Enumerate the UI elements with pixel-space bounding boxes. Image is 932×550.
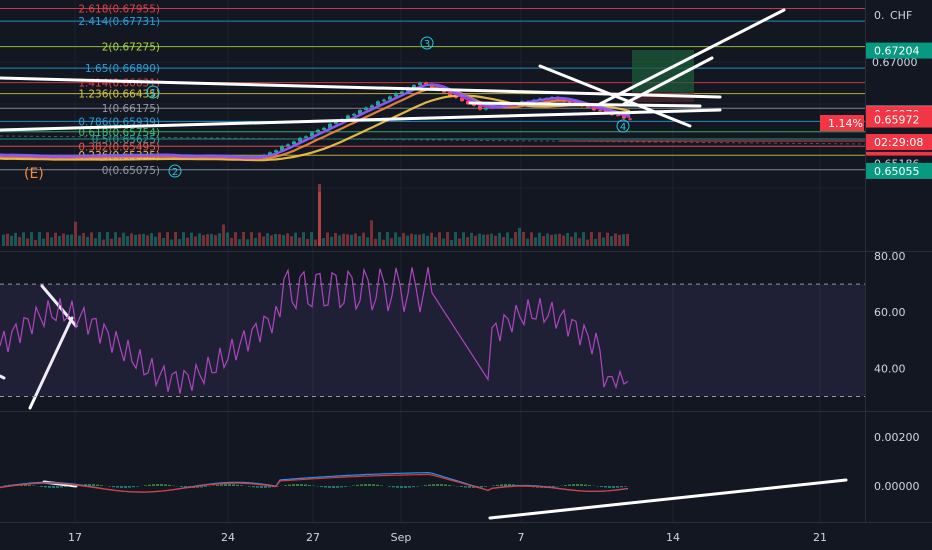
price-tag-text: 0.67204 [874,45,920,58]
fib-level-label: 1.236(0.66435) [78,89,160,101]
wave-label-e[interactable]: (E) [24,166,44,182]
rsi-band [0,284,865,397]
rsi-line [0,267,629,394]
rsi-tick: 40.00 [874,362,906,375]
long-position-stop-box[interactable] [632,92,694,102]
fib-level-label: 1.65(0.66890) [85,63,160,75]
wave-circle [146,85,160,99]
elliott-wave-labels[interactable]: (E) 1 2 3 4 [24,36,630,182]
wave-label-4[interactable]: 4 [620,122,626,133]
fib-level-label: 0.618(0.65754) [78,127,160,139]
time-label: Sep [391,531,412,544]
top-price-label: 0. [874,9,885,22]
trendline-drawings[interactable] [0,8,848,520]
fib-level-label: 0.382(0.65495) [78,141,160,153]
currency-label[interactable]: CHF [890,9,912,22]
percent-badge-text: 1.14% [828,117,863,130]
fib-level-label: 2.618(0.67955) [78,4,160,16]
rsi-tick: 80.00 [874,250,906,263]
time-label: 14 [666,531,680,544]
rsi-tick: 60.00 [874,306,906,319]
fibonacci-extension[interactable]: 2.618(0.67955)2.414(0.67731) 2(0.67275) 1.… [0,4,866,177]
time-axis[interactable]: 17 24 27 Sep 7 14 21 [68,531,827,544]
fib-level-label: 0(0.65075) [102,165,160,177]
price-tag[interactable] [866,162,932,179]
price-tag[interactable] [866,111,932,128]
wave-circle [420,36,434,50]
fib-level-label: 1(0.66175) [102,103,160,115]
countdown-text: 02:29:08 [874,136,923,149]
countdown-tag [866,134,932,150]
wave-circle [616,119,630,133]
percent-badge[interactable] [820,115,864,131]
fib-level-label: 2(0.67275) [102,42,160,54]
time-label: 17 [68,531,82,544]
time-label: 7 [518,531,525,544]
price-axis[interactable]: 0.670000.672040.660770.660700.659720.652… [820,42,932,493]
wave-label-3[interactable]: 3 [424,39,430,50]
macd-tick: 0.00000 [874,480,920,493]
wave-circle [168,164,182,178]
time-label: 24 [221,531,235,544]
rsi-pane[interactable] [0,267,865,397]
volume-bars [2,184,629,246]
time-label: 27 [306,531,320,544]
macd-tick: 0.00200 [874,431,920,444]
time-label: 21 [813,531,827,544]
price-tag[interactable] [866,42,932,59]
dashed-price-line [0,135,866,145]
macd-pane[interactable] [0,471,631,493]
price-tag-text: 0.65055 [874,165,920,178]
wave-label-2[interactable]: 2 [172,167,178,178]
wave-label-1[interactable]: 1 [150,88,156,99]
fib-level-label: 2.414(0.67731) [78,16,160,28]
price-tick: 0.67000 [872,56,918,69]
price-tag-text: 0.65972 [874,114,920,127]
macd-signal-line [0,473,629,493]
